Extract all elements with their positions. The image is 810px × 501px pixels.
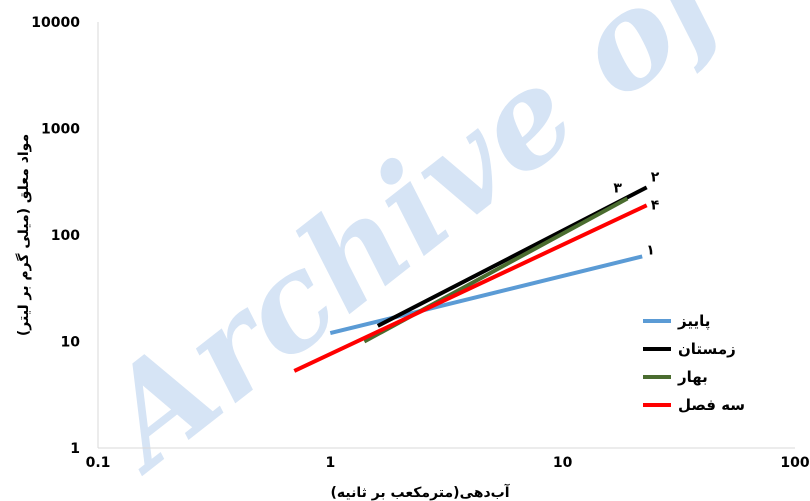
series-line <box>293 203 648 373</box>
watermark: Archive of SID <box>66 0 810 501</box>
legend-label: زمستان <box>678 340 736 358</box>
series-line <box>329 254 643 336</box>
legend-item: بهار <box>643 368 708 386</box>
y-tick-label: 100 <box>51 228 80 244</box>
watermark-text: Archive of SID <box>66 0 810 501</box>
x-axis-title: آب‌دهی(مترمکعب بر ثانیه) <box>330 483 510 501</box>
series-end-label: ۳ <box>613 181 622 197</box>
x-tick-label: 1 <box>325 455 335 471</box>
y-tick-label: 10000 <box>31 15 80 31</box>
legend-item: سه فصل <box>643 396 745 414</box>
x-tick-label: 10 <box>553 455 573 471</box>
series-end-label: ۴ <box>651 197 660 213</box>
series-end-labels: ۱ ۲ ۳ ۴ <box>613 169 659 258</box>
legend: پاییز زمستان بهار سه فصل <box>643 312 745 414</box>
y-axis-title: مواد معلق (میلی گرم بر لیتر) <box>15 134 32 336</box>
legend-label: پاییز <box>677 312 710 331</box>
series-lines <box>293 185 648 373</box>
series-end-label: ۲ <box>651 169 660 185</box>
legend-label: بهار <box>677 368 708 386</box>
legend-label: سه فصل <box>678 396 745 414</box>
series-end-label: ۱ <box>646 242 655 258</box>
x-tick-label: 0.1 <box>86 455 111 471</box>
legend-item: زمستان <box>643 340 736 358</box>
x-axis-ticks: 0.1 1 10 100 <box>86 455 810 471</box>
y-tick-label: 1000 <box>41 122 80 138</box>
legend-item: پاییز <box>643 312 710 331</box>
x-tick-label: 100 <box>780 455 809 471</box>
y-axis-ticks: 1 10 100 1000 10000 <box>31 15 80 457</box>
y-tick-label: 10 <box>61 335 81 351</box>
y-tick-label: 1 <box>70 441 80 457</box>
